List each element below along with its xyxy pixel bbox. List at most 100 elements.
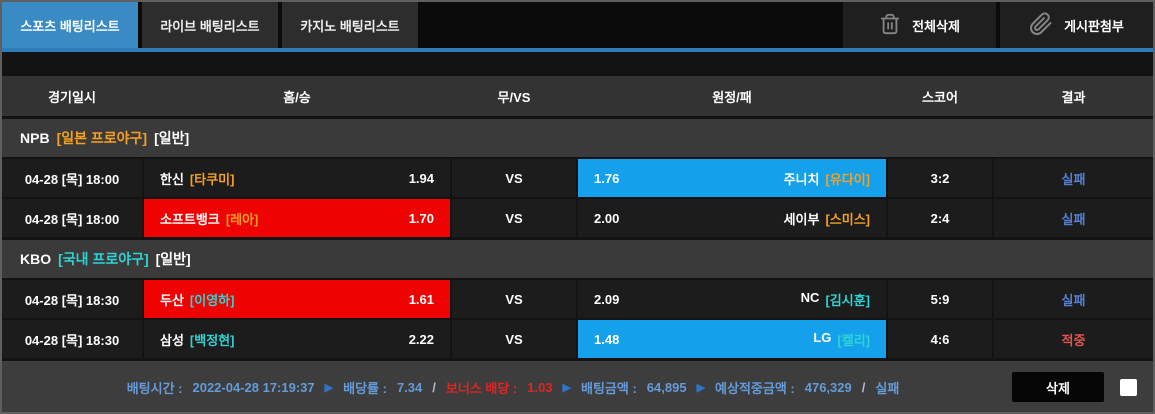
arrow-icon: ▶: [324, 381, 334, 394]
result-cell: 적중: [994, 320, 1153, 358]
slash-separator: /: [432, 379, 436, 395]
board-attach-label: 게시판첨부: [1064, 18, 1124, 34]
match-datetime: 04-28 [목] 18:30: [2, 320, 142, 358]
away-bet-cell[interactable]: 2.00 세이부 [스미스]: [578, 199, 886, 237]
expected-win-value: 476,329: [804, 379, 852, 395]
slash-separator: /: [861, 379, 866, 395]
league-code: KBO: [20, 251, 52, 267]
home-player: [백정현]: [189, 332, 235, 348]
paperclip-icon: [1029, 11, 1053, 39]
home-player: [레아]: [225, 211, 259, 227]
header-result: 결과: [1061, 89, 1086, 105]
home-team: 소프트뱅크: [160, 211, 220, 227]
score-cell: 5:9: [888, 280, 992, 318]
table-header: 경기일시 홈/승 무/VS 원정/패 스코어 결과: [2, 76, 1153, 116]
away-player: [김시훈]: [825, 292, 870, 308]
away-player: [켈리]: [837, 332, 870, 348]
arrow-icon: ▶: [562, 381, 572, 394]
bet-summary-footer: 배팅시간 : 2022-04-28 17:19:37 ▶ 배당률 : 7.34 …: [2, 361, 1153, 412]
header-home: 홈/승: [283, 89, 311, 105]
home-bet-cell[interactable]: 삼성 [백정현] 2.22: [144, 320, 450, 358]
away-player: [스미스]: [825, 211, 870, 227]
header-away: 원정/패: [712, 89, 752, 105]
away-odds: 1.48: [594, 331, 620, 347]
vs-cell[interactable]: VS: [452, 159, 576, 197]
home-team: 두산: [160, 292, 184, 308]
score-cell: 3:2: [888, 159, 992, 197]
final-result: 실패: [875, 380, 900, 396]
away-team: NC: [800, 289, 820, 305]
away-bet-cell[interactable]: 2.09 NC [김시훈]: [578, 280, 886, 318]
expected-win-label: 예상적중금액 :: [715, 380, 795, 396]
board-attach-button[interactable]: 게시판첨부: [1000, 2, 1153, 48]
row-select-checkbox[interactable]: [1119, 378, 1137, 396]
away-team: 세이부: [783, 211, 820, 227]
bonus-odds-label: 보너스 배당 :: [445, 380, 518, 396]
match-row: 04-28 [목] 18:30 삼성 [백정현] 2.22 VS 1.48 LG…: [2, 320, 1153, 358]
trash-icon: [879, 12, 901, 39]
tab-bar: 스포츠 배팅리스트 라이브 배팅리스트 카지노 배팅리스트 전체삭제: [2, 2, 1153, 48]
delete-all-label: 전체삭제: [912, 18, 960, 34]
home-bet-cell-picked[interactable]: 소프트뱅크 [레아] 1.70: [144, 199, 450, 237]
vs-cell[interactable]: VS: [452, 320, 576, 358]
home-bet-cell-picked[interactable]: 두산 [이영하] 1.61: [144, 280, 450, 318]
home-team: 한신: [160, 171, 184, 187]
bet-summary: 배팅시간 : 2022-04-28 17:19:37 ▶ 배당률 : 7.34 …: [127, 378, 900, 397]
away-odds: 2.00: [594, 210, 620, 226]
home-odds: 1.70: [408, 210, 434, 226]
league-name: [일본 프로야구]: [56, 130, 148, 146]
result-cell: 실패: [994, 199, 1153, 237]
away-bet-cell-picked[interactable]: 1.48 LG [켈리]: [578, 320, 886, 358]
away-player: [유다이]: [825, 171, 870, 187]
away-odds: 1.76: [594, 170, 620, 186]
bet-amount-value: 64,895: [646, 379, 687, 395]
away-bet-cell-picked[interactable]: 1.76 주니치 [유다이]: [578, 159, 886, 197]
vs-cell[interactable]: VS: [452, 280, 576, 318]
tab-live-betting-list[interactable]: 라이브 배팅리스트: [142, 2, 278, 48]
league-type: [일반]: [155, 251, 191, 267]
league-name: [국내 프로야구]: [58, 251, 149, 267]
home-odds: 1.94: [408, 170, 434, 186]
score-cell: 4:6: [888, 320, 992, 358]
away-team: LG: [813, 329, 832, 345]
home-bet-cell[interactable]: 한신 [타쿠미] 1.94: [144, 159, 450, 197]
score-cell: 2:4: [888, 199, 992, 237]
match-datetime: 04-28 [목] 18:00: [2, 159, 142, 197]
league-section-header-npb: NPB [일본 프로야구] [일반]: [2, 119, 1153, 157]
result-cell: 실패: [994, 280, 1153, 318]
header-score: 스코어: [922, 89, 958, 105]
home-player: [이영하]: [189, 292, 235, 308]
league-section-header-kbo: KBO [국내 프로야구] [일반]: [2, 240, 1153, 278]
tab-sports-betting-list[interactable]: 스포츠 배팅리스트: [2, 2, 138, 48]
arrow-icon: ▶: [696, 381, 706, 394]
header-datetime: 경기일시: [48, 89, 96, 105]
vs-cell[interactable]: VS: [452, 199, 576, 237]
top-toolbar: 전체삭제 게시판첨부: [839, 2, 1153, 48]
result-cell: 실패: [994, 159, 1153, 197]
match-datetime: 04-28 [목] 18:00: [2, 199, 142, 237]
bet-amount-label: 배팅금액 :: [581, 380, 637, 396]
match-row: 04-28 [목] 18:30 두산 [이영하] 1.61 VS 2.09 NC…: [2, 280, 1153, 318]
match-row: 04-28 [목] 18:00 한신 [타쿠미] 1.94 VS 1.76 주니…: [2, 159, 1153, 197]
delete-bet-button[interactable]: 삭제: [1011, 372, 1104, 402]
home-odds: 1.61: [408, 291, 434, 307]
league-type: [일반]: [154, 130, 190, 146]
away-team: 주니치: [783, 171, 820, 187]
odds-label: 배당률 :: [343, 380, 387, 396]
match-row: 04-28 [목] 18:00 소프트뱅크 [레아] 1.70 VS 2.00 …: [2, 199, 1153, 237]
spacer: [2, 52, 1153, 76]
bet-time-value: 2022-04-28 17:19:37: [192, 379, 315, 395]
home-player: [타쿠미]: [189, 171, 235, 187]
tab-casino-betting-list[interactable]: 카지노 배팅리스트: [282, 2, 418, 48]
odds-value: 7.34: [396, 379, 423, 395]
tab-underline: [2, 48, 1153, 52]
league-code: NPB: [20, 130, 50, 146]
match-datetime: 04-28 [목] 18:30: [2, 280, 142, 318]
bonus-odds-value: 1.03: [527, 379, 553, 395]
delete-all-button[interactable]: 전체삭제: [843, 2, 996, 48]
home-team: 삼성: [160, 332, 184, 348]
header-draw-vs: 무/VS: [497, 89, 531, 105]
bet-time-label: 배팅시간 :: [126, 380, 183, 396]
home-odds: 2.22: [408, 331, 434, 347]
